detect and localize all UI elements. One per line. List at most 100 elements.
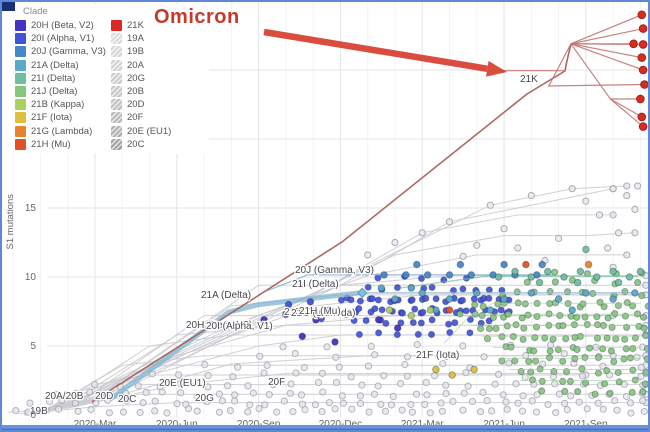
tip-circle[interactable]: [456, 310, 464, 318]
tip-circle[interactable]: [407, 311, 416, 320]
tip-circle[interactable]: [563, 288, 572, 296]
tip-circle[interactable]: [306, 298, 315, 306]
tip-circle[interactable]: [139, 399, 147, 407]
tip-circle[interactable]: [519, 335, 527, 343]
tip-circle[interactable]: [634, 278, 642, 287]
tip-circle[interactable]: [552, 409, 560, 417]
tip-circle[interactable]: [621, 335, 629, 343]
omicron-tip-circle[interactable]: [637, 53, 647, 62]
tip-circle[interactable]: [364, 283, 372, 291]
tip-circle[interactable]: [156, 383, 164, 391]
legend-item-20J[interactable]: 20J (Gamma, V3): [15, 45, 111, 58]
tip-circle[interactable]: [273, 408, 281, 416]
legend-item-21K[interactable]: 21K: [111, 19, 209, 32]
tip-circle[interactable]: [445, 295, 454, 303]
tip-circle[interactable]: [173, 400, 181, 408]
tip-circle[interactable]: [432, 295, 440, 303]
tip-circle[interactable]: [397, 319, 405, 327]
tip-circle[interactable]: [640, 324, 648, 332]
tip-circle[interactable]: [551, 278, 559, 286]
tip-circle[interactable]: [459, 285, 467, 293]
omicron-tip-circle[interactable]: [637, 10, 647, 20]
tip-circle[interactable]: [470, 365, 478, 374]
tip-circle[interactable]: [355, 330, 363, 339]
clade-band-21J-Delta-[interactable]: [528, 376, 648, 388]
tip-circle[interactable]: [599, 405, 607, 413]
legend-item-21J[interactable]: 21J (Delta): [15, 85, 111, 98]
tip-circle[interactable]: [286, 389, 294, 397]
tip-circle[interactable]: [459, 342, 467, 350]
tip-circle[interactable]: [555, 390, 564, 398]
tip-circle[interactable]: [561, 387, 569, 395]
tip-circle[interactable]: [325, 399, 333, 407]
tip-circle[interactable]: [411, 305, 419, 313]
legend-item-20A[interactable]: 20A: [111, 59, 209, 72]
tip-circle[interactable]: [561, 399, 569, 408]
tip-circle[interactable]: [562, 368, 571, 376]
tip-circle[interactable]: [485, 317, 493, 325]
tip-circle[interactable]: [639, 313, 648, 321]
tip-circle[interactable]: [319, 388, 327, 396]
tip-circle[interactable]: [396, 380, 405, 388]
tip-circle[interactable]: [398, 406, 406, 414]
tip-circle[interactable]: [417, 319, 425, 327]
tip-circle[interactable]: [325, 306, 334, 314]
tip-circle[interactable]: [611, 397, 619, 405]
tip-circle[interactable]: [631, 289, 639, 297]
legend-item-21G[interactable]: 21G (Lambda): [15, 125, 111, 138]
tip-circle[interactable]: [511, 357, 519, 365]
legend-item-20H[interactable]: 20H (Beta, V2): [15, 19, 111, 32]
tip-circle[interactable]: [269, 381, 277, 389]
series-21F-Iota-[interactable]: [432, 365, 478, 379]
tip-circle[interactable]: [374, 296, 382, 304]
series-20J-Gamma-V3-[interactable]: [380, 260, 547, 279]
tip-circle[interactable]: [462, 307, 470, 315]
omicron-tip-circle[interactable]: [638, 24, 648, 33]
tip-circle[interactable]: [628, 388, 636, 396]
tip-circle[interactable]: [544, 401, 552, 409]
legend-item-21A[interactable]: 21A (Delta): [15, 59, 111, 72]
tip-circle[interactable]: [568, 185, 576, 193]
tip-circle[interactable]: [393, 331, 401, 339]
tip-circle[interactable]: [365, 408, 373, 416]
tip-circle[interactable]: [629, 345, 637, 353]
tip-circle[interactable]: [545, 354, 554, 362]
tip-circle[interactable]: [530, 347, 538, 355]
legend-item-21I[interactable]: 21I (Delta): [15, 72, 111, 85]
series-21I-Delta-[interactable]: [494, 245, 645, 287]
tip-circle[interactable]: [609, 211, 617, 219]
tip-circle[interactable]: [470, 295, 478, 303]
tip-circle[interactable]: [374, 274, 382, 282]
tip-circle[interactable]: [403, 372, 411, 380]
tip-circle[interactable]: [401, 360, 409, 369]
tip-circle[interactable]: [640, 407, 648, 416]
tip-circle[interactable]: [539, 360, 547, 368]
tip-circle[interactable]: [385, 306, 394, 314]
tip-circle[interactable]: [607, 347, 615, 355]
tip-circle[interactable]: [582, 197, 590, 205]
tip-circle[interactable]: [393, 284, 402, 292]
tip-circle[interactable]: [446, 328, 454, 337]
tip-circle[interactable]: [609, 295, 617, 303]
tip-circle[interactable]: [391, 238, 399, 247]
tip-circle[interactable]: [642, 368, 649, 376]
omicron-tip-circle[interactable]: [638, 65, 648, 75]
legend-item-20G[interactable]: 20G: [111, 72, 209, 85]
tip-circle[interactable]: [381, 407, 390, 415]
tip-circle[interactable]: [535, 278, 544, 287]
tip-circle[interactable]: [570, 321, 579, 329]
tip-circle[interactable]: [528, 397, 536, 405]
tip-circle[interactable]: [355, 305, 363, 313]
tip-circle[interactable]: [600, 303, 608, 311]
tip-circle[interactable]: [502, 398, 510, 406]
tip-circle[interactable]: [249, 389, 257, 397]
tip-circle[interactable]: [549, 335, 557, 343]
series-20I-Alpha-V1-[interactable]: [284, 298, 334, 323]
tip-circle[interactable]: [331, 405, 339, 413]
tip-circle[interactable]: [615, 378, 623, 386]
tip-circle[interactable]: [620, 355, 628, 363]
tip-circle[interactable]: [606, 389, 614, 397]
tip-circle[interactable]: [412, 390, 421, 398]
tip-circle[interactable]: [528, 376, 537, 384]
tip-circle[interactable]: [477, 408, 485, 416]
